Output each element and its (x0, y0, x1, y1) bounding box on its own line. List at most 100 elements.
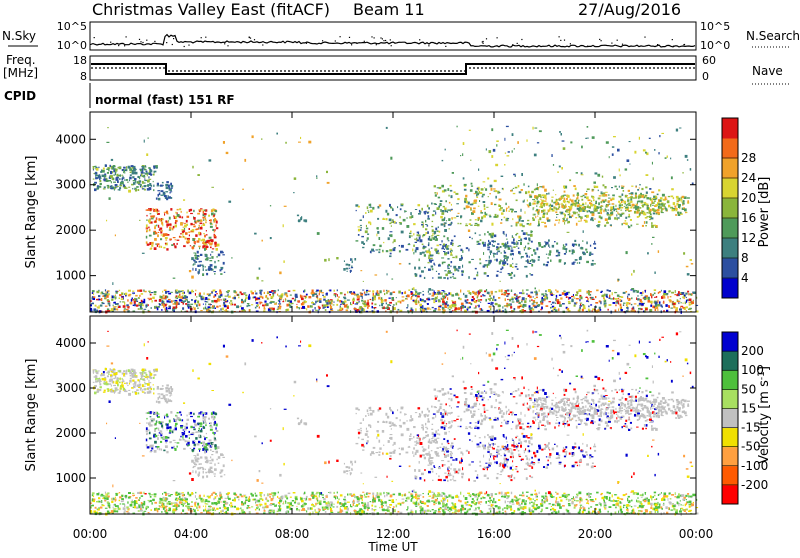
power-pixel (522, 306, 523, 308)
velocity-pixel (153, 411, 154, 413)
power-pixel (220, 269, 222, 271)
power-pixel (595, 172, 598, 174)
velocity-pixel (386, 421, 388, 423)
nsearch-point (521, 39, 522, 40)
power-pixel (284, 206, 287, 207)
power-pixel (193, 253, 195, 254)
power-pixel (119, 189, 121, 191)
power-pixel (450, 266, 451, 268)
power-pixel (591, 263, 594, 266)
power-pixel (623, 303, 626, 304)
power-pixel (526, 275, 528, 278)
power-pixel (328, 258, 329, 261)
power-pixel (104, 178, 106, 179)
power-pixel (544, 222, 546, 224)
power-pixel (410, 231, 412, 233)
power-pixel (553, 164, 554, 166)
power-pixel (206, 230, 207, 231)
nave-tick-top: 60 (702, 54, 716, 67)
velocity-pixel (128, 390, 130, 391)
power-pixel (92, 290, 95, 292)
power-pixel (203, 268, 204, 271)
power-pixel (500, 260, 502, 261)
power-pixel (467, 307, 469, 309)
power-pixel (451, 210, 452, 211)
power-pixel (639, 304, 641, 306)
velocity-pixel (138, 392, 140, 394)
power-pixel (164, 308, 165, 310)
power-pixel (336, 304, 338, 306)
power-pixel (435, 293, 438, 295)
power-pixel (554, 241, 556, 242)
velocity-pixel (220, 476, 222, 478)
power-pixel (564, 195, 567, 196)
power-pixel (604, 303, 606, 304)
power-pixel (637, 189, 639, 191)
power-pixel (444, 224, 446, 227)
power-pixel (111, 308, 114, 311)
velocity-pixel (195, 471, 196, 474)
velocity-pixel (145, 369, 146, 371)
velocity-pixel (199, 414, 200, 416)
power-pixel (605, 194, 608, 196)
velocity-pixel (185, 435, 188, 438)
power-pixel (437, 290, 439, 291)
velocity-pixel (212, 443, 213, 444)
power-pixel (176, 298, 178, 299)
power-pixel (248, 305, 250, 306)
power-pixel (685, 293, 687, 295)
velocity-pixel (214, 463, 215, 465)
velocity-pixel (118, 378, 121, 379)
power-pixel (168, 308, 171, 309)
velocity-pixel (366, 431, 368, 433)
power-pixel (386, 291, 388, 294)
power-pixel (169, 305, 171, 306)
power-pixel (281, 295, 283, 298)
power-pixel (96, 168, 98, 171)
velocity-pixel (99, 389, 101, 391)
power-pixel (386, 302, 387, 304)
power-pixel (468, 302, 470, 304)
velocity-pixel (211, 454, 213, 455)
power-pixel (579, 299, 580, 302)
power-pixel (168, 220, 169, 221)
power-pixel (536, 302, 538, 304)
power-pixel (381, 297, 382, 299)
power-pixel (448, 292, 450, 294)
power-pixel (492, 299, 494, 302)
nsearch-point (382, 38, 383, 39)
power-pixel (652, 198, 655, 199)
velocity-pixel (144, 383, 147, 384)
power-pixel (579, 207, 580, 210)
velocity-pixel (212, 427, 213, 428)
power-pixel (570, 199, 571, 201)
power-pixel (166, 248, 168, 250)
nsearch-point (349, 37, 350, 38)
colorbar-tick-label: 24 (741, 171, 756, 185)
ytick-label: 2000 (55, 223, 86, 237)
power-pixel (363, 281, 364, 282)
velocity-pixel (165, 436, 168, 439)
power-pixel (682, 204, 683, 205)
power-pixel (192, 268, 193, 271)
power-pixel (331, 302, 332, 305)
power-pixel (121, 181, 123, 182)
velocity-pixel (149, 445, 151, 448)
power-pixel (396, 297, 397, 298)
power-pixel (153, 215, 155, 216)
velocity-pixel (425, 431, 427, 433)
power-pixel (432, 233, 433, 236)
nsearch-point (599, 39, 600, 40)
power-pixel (673, 197, 674, 199)
power-pixel (388, 237, 390, 240)
power-pixel (96, 299, 99, 300)
power-pixel (402, 292, 403, 294)
power-pixel (481, 216, 483, 219)
power-pixel (657, 194, 659, 196)
power-pixel (128, 190, 131, 193)
power-pixel (112, 171, 113, 173)
power-pixel (353, 301, 354, 304)
velocity-pixel (213, 422, 214, 424)
velocity-pixel (147, 446, 150, 448)
power-pixel (210, 264, 213, 267)
